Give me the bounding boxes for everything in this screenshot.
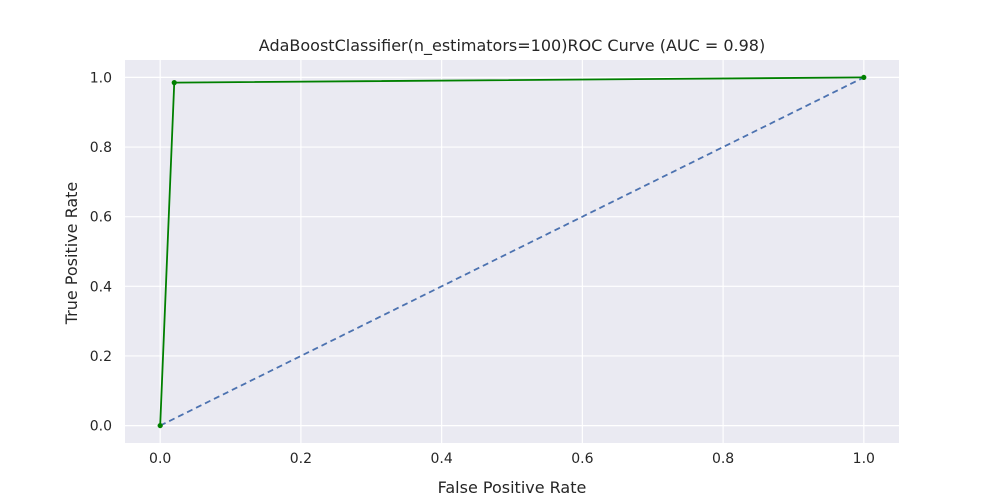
roc-point (157, 422, 163, 429)
x-tick-label: 0.4 (431, 451, 453, 467)
chance-line (159, 76, 865, 427)
y-tick-label: 0.6 (90, 210, 112, 226)
x-tick-label: 0.2 (290, 451, 312, 467)
y-tick-label: 0.8 (90, 140, 112, 156)
roc-point (861, 74, 867, 81)
y-tick-labels: 0.0 0.2 0.4 0.6 0.8 1.0 (90, 70, 112, 434)
y-tick-label: 0.4 (90, 279, 112, 295)
x-tick-label: 0.0 (149, 451, 171, 467)
y-tick-label: 0.2 (90, 349, 112, 365)
x-tick-label: 0.8 (712, 451, 734, 467)
x-axis-label: False Positive Rate (438, 478, 587, 497)
roc-point (171, 80, 177, 86)
chart-title: AdaBoostClassifier(n_estimators=100)ROC … (259, 36, 765, 56)
y-tick-label: 0.0 (90, 419, 112, 435)
y-tick-label: 1.0 (90, 70, 112, 86)
series-layer (157, 74, 867, 429)
y-axis-label: True Positive Rate (62, 182, 81, 326)
x-tick-label: 1.0 (853, 451, 875, 467)
x-gridlines (159, 60, 865, 443)
x-tick-label: 0.6 (571, 451, 593, 467)
x-tick-labels: 0.0 0.2 0.4 0.6 0.8 1.0 (149, 451, 875, 467)
